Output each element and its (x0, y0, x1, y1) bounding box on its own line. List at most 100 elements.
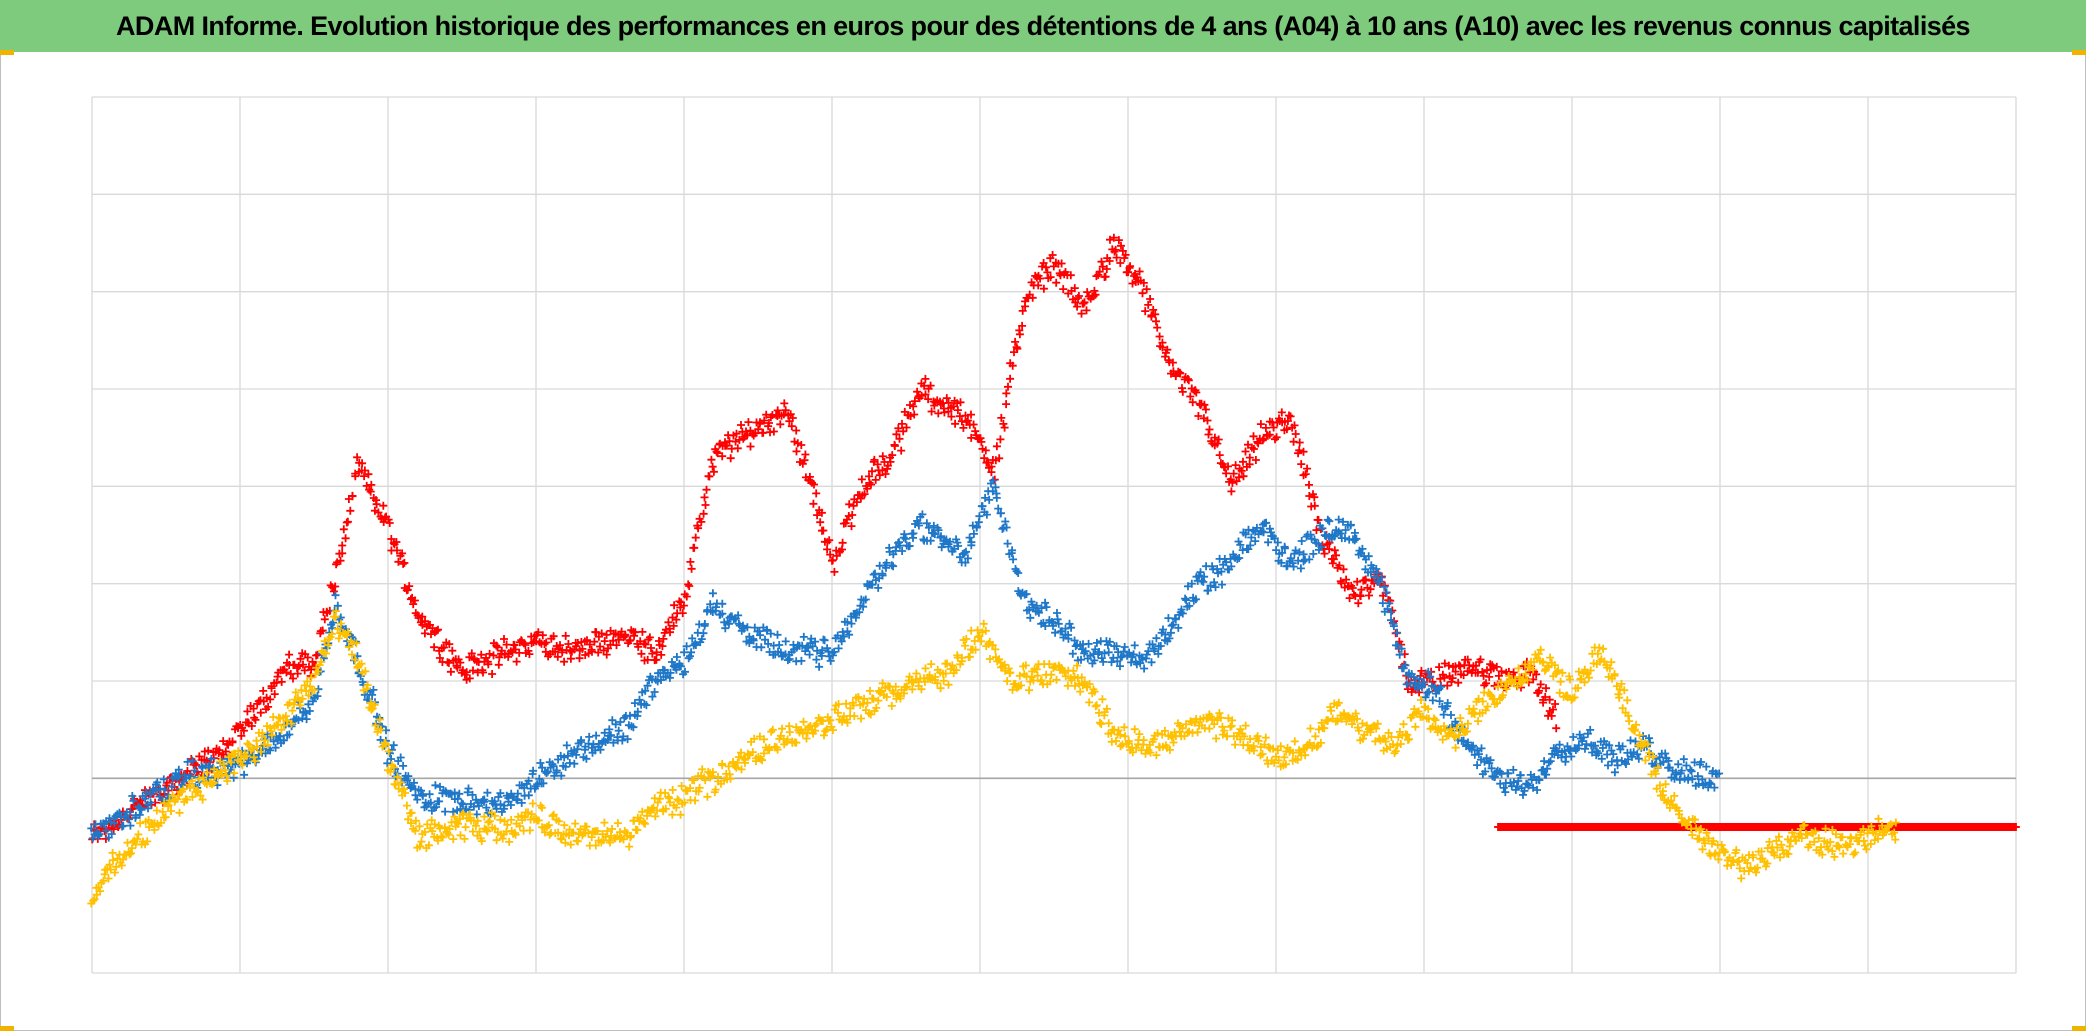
data-point (1584, 673, 1593, 682)
data-point (1682, 761, 1691, 770)
data-point (1574, 667, 1583, 676)
data-point (529, 766, 538, 775)
data-point (1187, 579, 1196, 588)
data-point (406, 784, 415, 792)
data-point (1203, 416, 1212, 425)
data-point (1519, 790, 1527, 799)
data-point (1375, 577, 1384, 586)
data-point (1153, 323, 1162, 332)
data-point (1365, 591, 1373, 600)
data-point (1435, 663, 1444, 672)
data-point (998, 524, 1007, 533)
data-point (1591, 741, 1600, 750)
data-point (1323, 716, 1332, 725)
data-point (558, 648, 567, 657)
data-point (1071, 642, 1080, 651)
data-point (1721, 847, 1729, 856)
data-point (159, 775, 168, 784)
data-point (773, 406, 782, 415)
data-point (364, 470, 373, 479)
data-point (636, 814, 645, 823)
data-point (1114, 726, 1123, 735)
data-point (815, 662, 824, 671)
data-point (341, 534, 350, 543)
data-point (381, 740, 390, 749)
data-point (331, 582, 340, 591)
data-point (161, 813, 170, 822)
data-point (1280, 753, 1289, 762)
data-point (1544, 758, 1553, 767)
data-point (843, 618, 852, 627)
data-point (560, 753, 569, 762)
data-point (1436, 674, 1445, 683)
data-point (1101, 272, 1110, 281)
data-point (1026, 613, 1035, 622)
data-point (560, 657, 569, 666)
data-point (961, 558, 970, 567)
data-point (881, 470, 890, 478)
data-point (705, 472, 714, 481)
data-point (142, 788, 151, 797)
data-point (1130, 641, 1139, 650)
data-point (296, 701, 305, 710)
data-point (1516, 679, 1525, 688)
data-point (400, 558, 409, 567)
data-point (1628, 752, 1636, 761)
data-point (1346, 520, 1355, 529)
data-point (374, 508, 383, 517)
data-point (959, 423, 968, 432)
data-point (1017, 681, 1025, 690)
data-point (1177, 605, 1186, 614)
data-point (1079, 299, 1088, 308)
data-point (366, 487, 375, 496)
data-point (1218, 580, 1226, 589)
data-point (164, 801, 173, 810)
data-point (797, 656, 806, 665)
data-point (182, 795, 191, 804)
data-point (1586, 725, 1595, 734)
data-point (1490, 772, 1499, 781)
data-point (1085, 698, 1094, 707)
data-point (1469, 741, 1478, 750)
data-point (989, 476, 998, 485)
data-point (1015, 330, 1024, 339)
data-point (1511, 675, 1520, 684)
data-point (1042, 263, 1050, 272)
data-point (1116, 259, 1125, 267)
data-point (484, 818, 493, 827)
data-point (1140, 664, 1149, 673)
data-point (439, 643, 448, 652)
data-point (867, 480, 875, 489)
data-point (755, 732, 764, 741)
data-point (199, 773, 208, 782)
data-point (505, 837, 514, 846)
data-point (1710, 783, 1719, 792)
data-point (256, 747, 265, 756)
data-point (1423, 688, 1432, 697)
data-point (1280, 544, 1289, 553)
data-point (1765, 837, 1774, 846)
data-point (276, 732, 285, 741)
data-point (1240, 732, 1249, 741)
data-point (1245, 453, 1254, 462)
data-point (1264, 743, 1273, 752)
data-point (399, 761, 408, 770)
data-point (781, 406, 790, 415)
data-point (188, 792, 197, 801)
data-point (1301, 470, 1310, 479)
data-point (1605, 664, 1614, 673)
data-point (1377, 573, 1386, 582)
data-point (1008, 685, 1017, 694)
data-point (1851, 848, 1860, 857)
data-point (320, 615, 329, 624)
data-point (1212, 734, 1221, 743)
frame-corner-top-left (0, 50, 14, 55)
data-point (1290, 737, 1299, 746)
data-point (554, 828, 563, 837)
data-point (1532, 670, 1541, 679)
data-point (757, 643, 766, 652)
data-point (561, 838, 570, 847)
data-point (1323, 515, 1332, 524)
data-point (502, 640, 511, 649)
data-point (1238, 546, 1247, 555)
